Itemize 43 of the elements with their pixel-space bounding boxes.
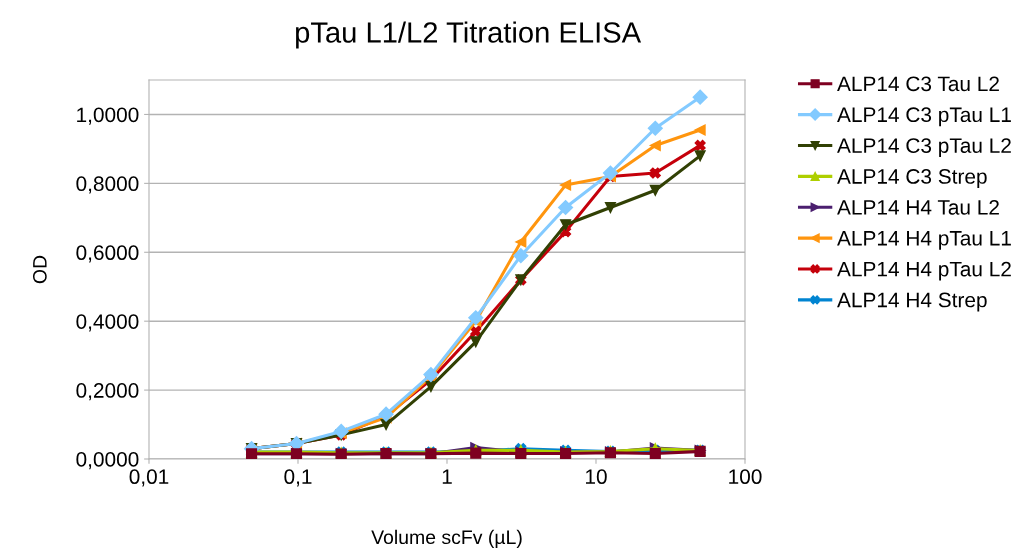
point — [333, 423, 349, 440]
point — [647, 120, 663, 136]
x-tick-label: 10 — [586, 469, 607, 485]
point — [649, 167, 661, 179]
point — [694, 139, 706, 152]
point — [380, 418, 392, 431]
point — [468, 310, 484, 326]
y-tick-label: 0,4000 — [76, 314, 139, 332]
point — [560, 219, 572, 231]
x-tick-label: 1 — [442, 469, 452, 484]
y-tick-label: 0,8000 — [76, 176, 139, 194]
point — [513, 248, 529, 264]
legend-label: ALP14 H4 Tau L2 — [837, 199, 999, 215]
legend-label: ALP14 C3 pTau L1 — [837, 107, 1011, 127]
legend-label: ALP14 H4 Strep — [837, 292, 987, 312]
point — [602, 165, 619, 181]
point — [560, 179, 572, 191]
x-tick-label: 0,1 — [284, 469, 312, 487]
point — [604, 201, 616, 214]
y-tick-label: 0,2000 — [76, 383, 139, 401]
x-tick-label: 0,01 — [129, 469, 169, 487]
legend-label: ALP14 H4 pTau L1 — [837, 231, 1011, 250]
point — [515, 236, 527, 248]
y-axis-title: OD — [32, 255, 47, 284]
point — [470, 336, 482, 348]
y-tick-label: 0,6000 — [76, 245, 139, 263]
x-tick-label: 100 — [729, 469, 762, 485]
point — [694, 124, 706, 136]
legend-label: ALP14 C3 Strep — [837, 169, 987, 188]
legend-label: ALP14 H4 pTau L2 — [837, 261, 1011, 281]
point — [649, 139, 661, 152]
point — [425, 381, 437, 393]
legend-label: ALP14 C3 pTau L2 — [837, 138, 1011, 158]
y-tick-label: 1,0000 — [77, 107, 139, 125]
y-tick-label: 0,0000 — [76, 452, 139, 470]
point — [558, 199, 574, 216]
legend-label: ALP14 C3 Tau L2 — [837, 76, 999, 92]
point — [649, 184, 661, 196]
x-axis-title: Volume scFv (µL) — [371, 529, 522, 548]
chart-title: pTau L1/L2 Titration ELISA — [296, 21, 642, 49]
point — [692, 89, 708, 105]
point — [694, 150, 706, 162]
point — [378, 406, 394, 422]
